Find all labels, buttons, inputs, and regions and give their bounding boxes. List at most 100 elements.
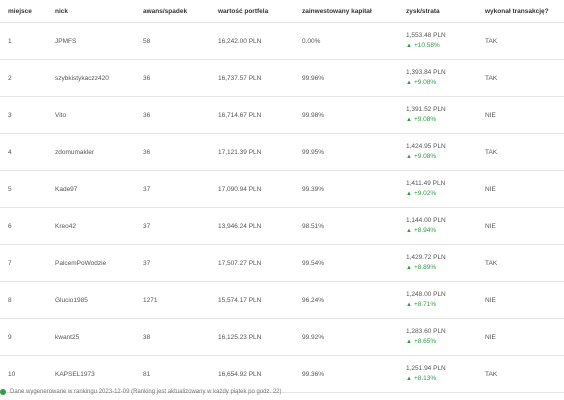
header-value: wartość portfela	[210, 0, 294, 23]
rank-cell: 7	[0, 244, 47, 282]
rank-cell: 6	[0, 207, 47, 245]
profit-cell: 1,251.94 PLN ▲ +8.13%	[398, 355, 477, 393]
profit-percent: ▲ +8.94%	[406, 226, 477, 236]
nick-cell: Kade97	[47, 170, 135, 208]
table-row: 1 JPMFS 58 16,242.00 PLN 0.00% 1,553.48 PLN ▲ +…	[0, 22, 564, 60]
header-nick: nick	[47, 0, 135, 23]
triangle-up-icon: ▲	[406, 43, 412, 49]
profit-amount: 1,429.72 PLN	[406, 254, 446, 261]
nick-cell: JPMFS	[47, 22, 135, 60]
transaction-cell: NIE	[477, 207, 564, 245]
change-cell: 38	[135, 318, 210, 356]
profit-percent-value: +9.02%	[413, 190, 437, 197]
profit-percent: ▲ +9.08%	[406, 152, 477, 162]
profit-percent-value: +8.89%	[413, 264, 437, 271]
table-header-row: miejsce nick awans/spadek wartość portfe…	[0, 0, 564, 23]
header-rank: miejsce	[0, 0, 47, 23]
invested-cell: 99.39%	[294, 170, 398, 208]
profit-percent-value: +8.65%	[413, 338, 437, 345]
change-cell: 37	[135, 170, 210, 208]
change-cell: 37	[135, 207, 210, 245]
value-cell: 17,090.94 PLN	[210, 170, 294, 208]
profit-amount: 1,391.52 PLN	[406, 106, 446, 113]
table-row: 8 Glucio1985 1271 15,574.17 PLN 96.24% 1,248.…	[0, 281, 564, 319]
triangle-up-icon: ▲	[406, 228, 412, 234]
profit-amount: 1,393.84 PLN	[406, 69, 446, 76]
value-cell: 16,737.57 PLN	[210, 59, 294, 97]
value-cell: 16,654.92 PLN	[210, 355, 294, 393]
change-cell: 36	[135, 96, 210, 134]
triangle-up-icon: ▲	[406, 302, 412, 308]
invested-cell: 99.54%	[294, 244, 398, 282]
nick-cell: zdomumakler	[47, 133, 135, 171]
change-cell: 37	[135, 244, 210, 282]
nick-cell: kwant25	[47, 318, 135, 356]
profit-percent-value: +10.58%	[413, 42, 440, 49]
table-row: 2 szybkistykaczz420 36 16,737.57 PLN 99.96% 1…	[0, 59, 564, 97]
transaction-cell: TAK	[477, 133, 564, 171]
rank-cell: 2	[0, 59, 47, 97]
profit-percent-value: +9.08%	[413, 116, 437, 123]
header-change: awans/spadek	[135, 0, 210, 23]
profit-cell: 1,144.00 PLN ▲ +8.94%	[398, 207, 477, 245]
value-cell: 16,125.23 PLN	[210, 318, 294, 356]
transaction-cell: NIE	[477, 170, 564, 208]
header-invested: zainwestowany kapitał	[294, 0, 398, 23]
profit-cell: 1,424.95 PLN ▲ +9.08%	[398, 133, 477, 171]
profit-percent: ▲ +8.89%	[406, 263, 477, 273]
triangle-up-icon: ▲	[406, 191, 412, 197]
header-transaction: wykonał transakcję?	[477, 0, 564, 23]
profit-percent: ▲ +8.13%	[406, 374, 477, 384]
profit-amount: 1,144.00 PLN	[406, 217, 446, 224]
profit-cell: 1,429.72 PLN ▲ +8.89%	[398, 244, 477, 282]
value-cell: 13,946.24 PLN	[210, 207, 294, 245]
value-cell: 16,242.00 PLN	[210, 22, 294, 60]
triangle-up-icon: ▲	[406, 154, 412, 160]
profit-amount: 1,251.94 PLN	[406, 365, 446, 372]
profit-percent: ▲ +9.08%	[406, 78, 477, 88]
change-cell: 81	[135, 355, 210, 393]
profit-amount: 1,248.00 PLN	[406, 291, 446, 298]
invested-cell: 98.51%	[294, 207, 398, 245]
change-cell: 1271	[135, 281, 210, 319]
profit-cell: 1,283.60 PLN ▲ +8.65%	[398, 318, 477, 356]
profit-cell: 1,411.49 PLN ▲ +9.02%	[398, 170, 477, 208]
invested-cell: 99.95%	[294, 133, 398, 171]
profit-percent: ▲ +8.65%	[406, 337, 477, 347]
triangle-up-icon: ▲	[406, 80, 412, 86]
profit-amount: 1,411.49 PLN	[406, 180, 446, 187]
transaction-cell: TAK	[477, 355, 564, 393]
nick-cell: Vito	[47, 96, 135, 134]
triangle-up-icon: ▲	[406, 117, 412, 123]
invested-cell: 99.96%	[294, 59, 398, 97]
nick-cell: Kreo42	[47, 207, 135, 245]
change-cell: 36	[135, 133, 210, 171]
profit-percent: ▲ +9.02%	[406, 189, 477, 199]
nick-cell: szybkistykaczz420	[47, 59, 135, 97]
rank-cell: 8	[0, 281, 47, 319]
change-cell: 36	[135, 59, 210, 97]
invested-cell: 99.98%	[294, 96, 398, 134]
rank-cell: 5	[0, 170, 47, 208]
profit-cell: 1,248.00 PLN ▲ +8.71%	[398, 281, 477, 319]
profit-cell: 1,553.48 PLN ▲ +10.58%	[398, 22, 477, 60]
transaction-cell: TAK	[477, 244, 564, 282]
footer-text: Dane wygenerowane w rankingu 2023-12-09 …	[10, 389, 282, 395]
profit-cell: 1,391.52 PLN ▲ +9.08%	[398, 96, 477, 134]
triangle-up-icon: ▲	[406, 339, 412, 345]
rank-cell: 3	[0, 96, 47, 134]
nick-cell: Glucio1985	[47, 281, 135, 319]
nick-cell: KAPSEL1973	[47, 355, 135, 393]
invested-cell: 99.36%	[294, 355, 398, 393]
nick-cell: PalcemPoWodzie	[47, 244, 135, 282]
table-row: 6 Kreo42 37 13,946.24 PLN 98.51% 1,144.00 PLN…	[0, 207, 564, 245]
table-row: 7 PalcemPoWodzie 37 17,507.27 PLN 99.54% 1,42…	[0, 244, 564, 282]
table-row: 5 Kade97 37 17,090.94 PLN 99.39% 1,411.49 PLN…	[0, 170, 564, 208]
header-profit: zysk/strata	[398, 0, 477, 23]
value-cell: 16,714.67 PLN	[210, 96, 294, 134]
transaction-cell: NIE	[477, 96, 564, 134]
table-row: 9 kwant25 38 16,125.23 PLN 99.92% 1,283.60 PL…	[0, 318, 564, 356]
profit-amount: 1,283.60 PLN	[406, 328, 446, 335]
transaction-cell: TAK	[477, 59, 564, 97]
